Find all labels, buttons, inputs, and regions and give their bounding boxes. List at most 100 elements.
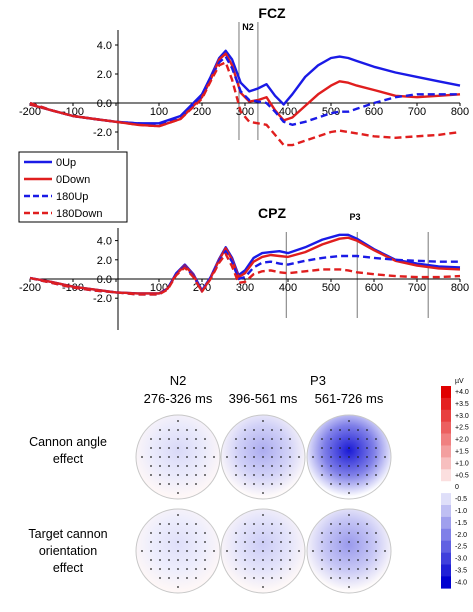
series-line-0up [29, 49, 461, 125]
electrode-dot [348, 532, 350, 534]
electrode-dot [289, 465, 291, 467]
electrode-dot [375, 559, 377, 561]
electrode-dot [195, 429, 197, 431]
topo-map [306, 414, 392, 500]
row-label-target-orientation: orientation [39, 544, 97, 558]
electrode-dot [280, 429, 282, 431]
electrode-dot [330, 438, 332, 440]
topo-map [135, 414, 221, 500]
electrode-dot [262, 550, 264, 552]
electrode-dot [235, 474, 237, 476]
electrode-dot [168, 465, 170, 467]
electrode-dot [253, 568, 255, 570]
electrode-dot [177, 447, 179, 449]
electrode-dot [348, 568, 350, 570]
colorbar-tick-label: -1.5 [455, 520, 467, 527]
electrode-dot [186, 559, 188, 561]
electrode-dot [253, 429, 255, 431]
header-window1: 276-326 ms [144, 391, 213, 406]
electrode-dot [235, 465, 237, 467]
electrode-dot [186, 438, 188, 440]
electrode-dot [244, 532, 246, 534]
colorbar-cell [441, 457, 451, 470]
electrode-dot [253, 447, 255, 449]
electrode-dot [213, 550, 215, 552]
electrode-dot [271, 438, 273, 440]
x-tick-label: 400 [279, 106, 297, 118]
colorbar-tick-label: -2.5 [455, 544, 467, 551]
electrode-dot [186, 532, 188, 534]
electrode-dot [357, 568, 359, 570]
electrode-dot [321, 456, 323, 458]
colorbar-tick-label: +2.0 [455, 437, 469, 444]
electrode-dot [298, 550, 300, 552]
electrode-dot [262, 420, 264, 422]
electrode-dot [339, 465, 341, 467]
electrode-dot [271, 465, 273, 467]
electrode-dot [348, 577, 350, 579]
electrode-dot [186, 456, 188, 458]
colorbar-unit: µV [455, 378, 464, 385]
colorbar: µV +4.0 +3.5 +3.0 +2.5 +2.0 +1.5 +1.0 +0.5 0 -0.5 -… [441, 378, 469, 589]
electrode-dot [195, 577, 197, 579]
electrode-dot [280, 532, 282, 534]
component-annotation: N2 [242, 22, 254, 32]
electrode-dot [357, 559, 359, 561]
colorbar-cell [441, 564, 451, 577]
electrode-dot [168, 523, 170, 525]
electrode-dot [159, 559, 161, 561]
electrode-dot [375, 456, 377, 458]
electrode-dot [204, 438, 206, 440]
electrode-dot [366, 523, 368, 525]
electrode-dot [375, 541, 377, 543]
colorbar-tick-label: -2.0 [455, 532, 467, 539]
electrode-dot [195, 532, 197, 534]
electrode-dot [177, 465, 179, 467]
electrode-dot [186, 568, 188, 570]
electrode-dot [141, 550, 143, 552]
electrode-dot [186, 465, 188, 467]
electrode-dot [348, 523, 350, 525]
electrode-dot [159, 532, 161, 534]
electrode-dot [289, 456, 291, 458]
electrode-dot [253, 465, 255, 467]
electrode-dot [177, 492, 179, 494]
electrode-dot [244, 577, 246, 579]
electrode-dot [357, 474, 359, 476]
topo-map [135, 508, 221, 594]
electrode-dot [289, 447, 291, 449]
electrode-dot [262, 577, 264, 579]
x-tick-label: 400 [279, 282, 297, 294]
x-tick-label: 700 [408, 106, 426, 118]
electrode-dot [330, 550, 332, 552]
x-tick-label: 500 [322, 282, 340, 294]
legend-label: 180Up [56, 191, 88, 203]
electrode-dot [289, 438, 291, 440]
electrode-dot [195, 474, 197, 476]
electrode-dot [330, 447, 332, 449]
series-line-180up [29, 55, 460, 127]
electrode-dot [262, 429, 264, 431]
electrode-dot [348, 420, 350, 422]
colorbar-cell [441, 421, 451, 434]
electrode-dot [195, 559, 197, 561]
electrode-dot [262, 514, 264, 516]
electrode-dot [177, 483, 179, 485]
electrode-dot [271, 568, 273, 570]
electrode-dot [280, 474, 282, 476]
electrode-dot [280, 568, 282, 570]
electrode-dot [244, 550, 246, 552]
electrode-dot [244, 465, 246, 467]
electrode-dot [357, 532, 359, 534]
y-tick-label: -2.0 [93, 127, 112, 139]
electrode-dot [375, 465, 377, 467]
header-window2: 396-561 ms [229, 391, 298, 406]
electrode-dot [235, 541, 237, 543]
electrode-dot [195, 568, 197, 570]
electrode-dot [186, 577, 188, 579]
electrode-dot [330, 577, 332, 579]
electrode-dot [244, 568, 246, 570]
electrode-dot [366, 577, 368, 579]
electrode-dot [271, 429, 273, 431]
electrode-dot [280, 541, 282, 543]
